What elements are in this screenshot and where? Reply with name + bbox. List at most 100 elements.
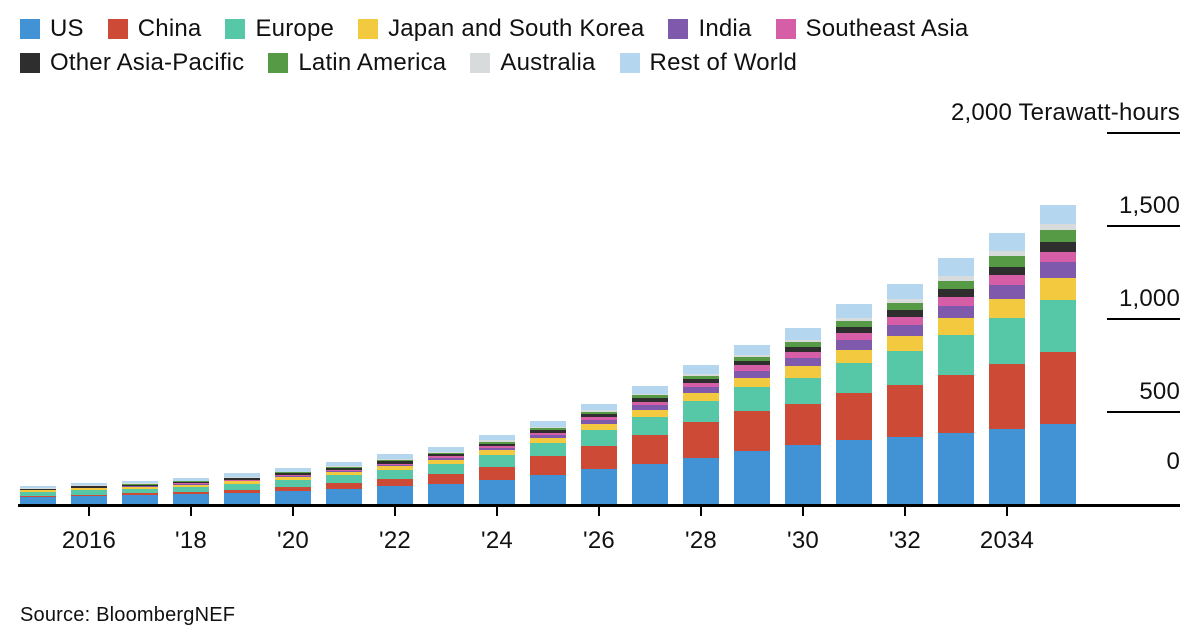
legend-item-us: US [20, 15, 84, 43]
bar-segment-australia [989, 250, 1025, 257]
bar-segment-japan-and-south-korea [530, 437, 566, 443]
bar-segment-india [836, 340, 872, 351]
bar-segment-japan-and-south-korea [887, 335, 923, 351]
bar-segment-latin-america [785, 342, 821, 347]
bar-segment-india [785, 357, 821, 367]
bar-segment-us [683, 457, 719, 504]
bar-segment-australia [428, 451, 464, 453]
bar-segment-australia [326, 466, 362, 467]
bar-segment-australia [530, 426, 566, 429]
bar-segment-other-asia-pacific [122, 484, 158, 486]
legend-item-europe: Europe [225, 15, 334, 43]
bar-segment-rest-of-world [887, 283, 923, 300]
bar-segment-latin-america [377, 460, 413, 462]
bar-2029 [734, 345, 770, 504]
x-axis-label-2026: '26 [583, 527, 615, 554]
bar-segment-india [1040, 262, 1076, 278]
x-axis-tick-2034 [1006, 507, 1008, 516]
legend: US China Europe Japan and South Korea India S… [20, 12, 968, 80]
bar-segment-us [377, 486, 413, 504]
legend-label: Australia [500, 49, 596, 76]
bar-segment-europe [683, 401, 719, 422]
bar-segment-europe [122, 488, 158, 494]
legend-item-latin-america: Latin America [268, 49, 446, 77]
x-axis-label-2022: '22 [379, 527, 411, 554]
bar-2030 [785, 327, 821, 504]
x-axis-tick-2024 [496, 507, 498, 516]
bar-segment-japan-and-south-korea [836, 350, 872, 364]
bar-segment-japan-and-south-korea [428, 459, 464, 465]
bar-segment-southeast-asia [479, 446, 515, 449]
bar-segment-india [326, 470, 362, 472]
legend-item-india: India [668, 15, 751, 43]
bar-segment-china [173, 492, 209, 495]
bar-segment-japan-and-south-korea [224, 481, 260, 484]
x-axis-label-2028: '28 [685, 527, 717, 554]
y-axis-tick-line [1107, 318, 1180, 320]
bar-segment-southeast-asia [326, 470, 362, 471]
bar-2017 [122, 480, 158, 504]
bar-segment-europe [224, 483, 260, 490]
bar-segment-europe [326, 475, 362, 484]
bar-segment-china [530, 456, 566, 475]
bar-segment-europe [989, 318, 1025, 364]
bar-segment-europe [530, 442, 566, 457]
bar-segment-latin-america [581, 411, 617, 415]
bar-segment-japan-and-south-korea [1040, 277, 1076, 300]
bar-segment-other-asia-pacific [173, 481, 209, 484]
bar-segment-other-asia-pacific [938, 289, 974, 298]
bar-2021 [326, 461, 362, 504]
bar-2016 [71, 483, 107, 504]
bar-segment-rest-of-world [530, 420, 566, 427]
bar-segment-rest-of-world [326, 461, 362, 467]
bar-segment-us [785, 444, 821, 504]
bar-segment-us [173, 494, 209, 504]
bar-segment-india [989, 284, 1025, 299]
legend-swatch-icon [20, 53, 40, 73]
bar-segment-rest-of-world [1040, 205, 1076, 225]
bar-2028 [683, 365, 719, 504]
bar-segment-latin-america [122, 483, 158, 485]
bar-segment-india [734, 370, 770, 378]
bar-segment-us [632, 463, 668, 504]
bar-segment-japan-and-south-korea [275, 476, 311, 480]
bar-segment-latin-america [938, 280, 974, 290]
x-axis-tick-2030 [802, 507, 804, 516]
bar-segment-rest-of-world [938, 258, 974, 277]
bar-segment-us [836, 440, 872, 504]
bar-segment-southeast-asia [734, 365, 770, 371]
y-axis-label-0: 0 [1166, 448, 1180, 475]
bar-segment-japan-and-south-korea [734, 377, 770, 388]
bar-segment-other-asia-pacific [734, 360, 770, 366]
bar-segment-australia [938, 276, 974, 281]
bar-segment-other-asia-pacific [20, 488, 56, 490]
x-axis-label-2034: 2034 [979, 527, 1035, 554]
bar-segment-other-asia-pacific [785, 346, 821, 352]
x-axis-label-2032: '32 [889, 527, 921, 554]
legend-row: US China Europe Japan and South Korea India S… [20, 12, 968, 46]
bar-segment-rest-of-world [836, 304, 872, 319]
bar-segment-australia [581, 409, 617, 412]
bar-segment-europe [887, 350, 923, 386]
x-axis-tick-2022 [394, 507, 396, 516]
bar-segment-india [683, 387, 719, 394]
bar-segment-us [581, 468, 617, 504]
bar-segment-other-asia-pacific [224, 478, 260, 480]
bar-segment-japan-and-south-korea [377, 465, 413, 470]
bar-segment-southeast-asia [632, 401, 668, 406]
bar-segment-latin-america [683, 375, 719, 379]
y-axis-tick-line [1107, 225, 1180, 227]
legend-item-australia: Australia [470, 49, 595, 77]
bar-segment-rest-of-world [785, 327, 821, 341]
bar-segment-japan-and-south-korea [20, 490, 56, 492]
bar-segment-india [581, 420, 617, 424]
bar-segment-europe [173, 486, 209, 493]
bar-segment-australia [1040, 224, 1076, 231]
legend-label: Japan and South Korea [388, 15, 645, 42]
bar-segment-rest-of-world [683, 365, 719, 374]
legend-swatch-icon [225, 19, 246, 39]
bar-segment-rest-of-world [581, 403, 617, 410]
legend-label: China [137, 15, 202, 42]
